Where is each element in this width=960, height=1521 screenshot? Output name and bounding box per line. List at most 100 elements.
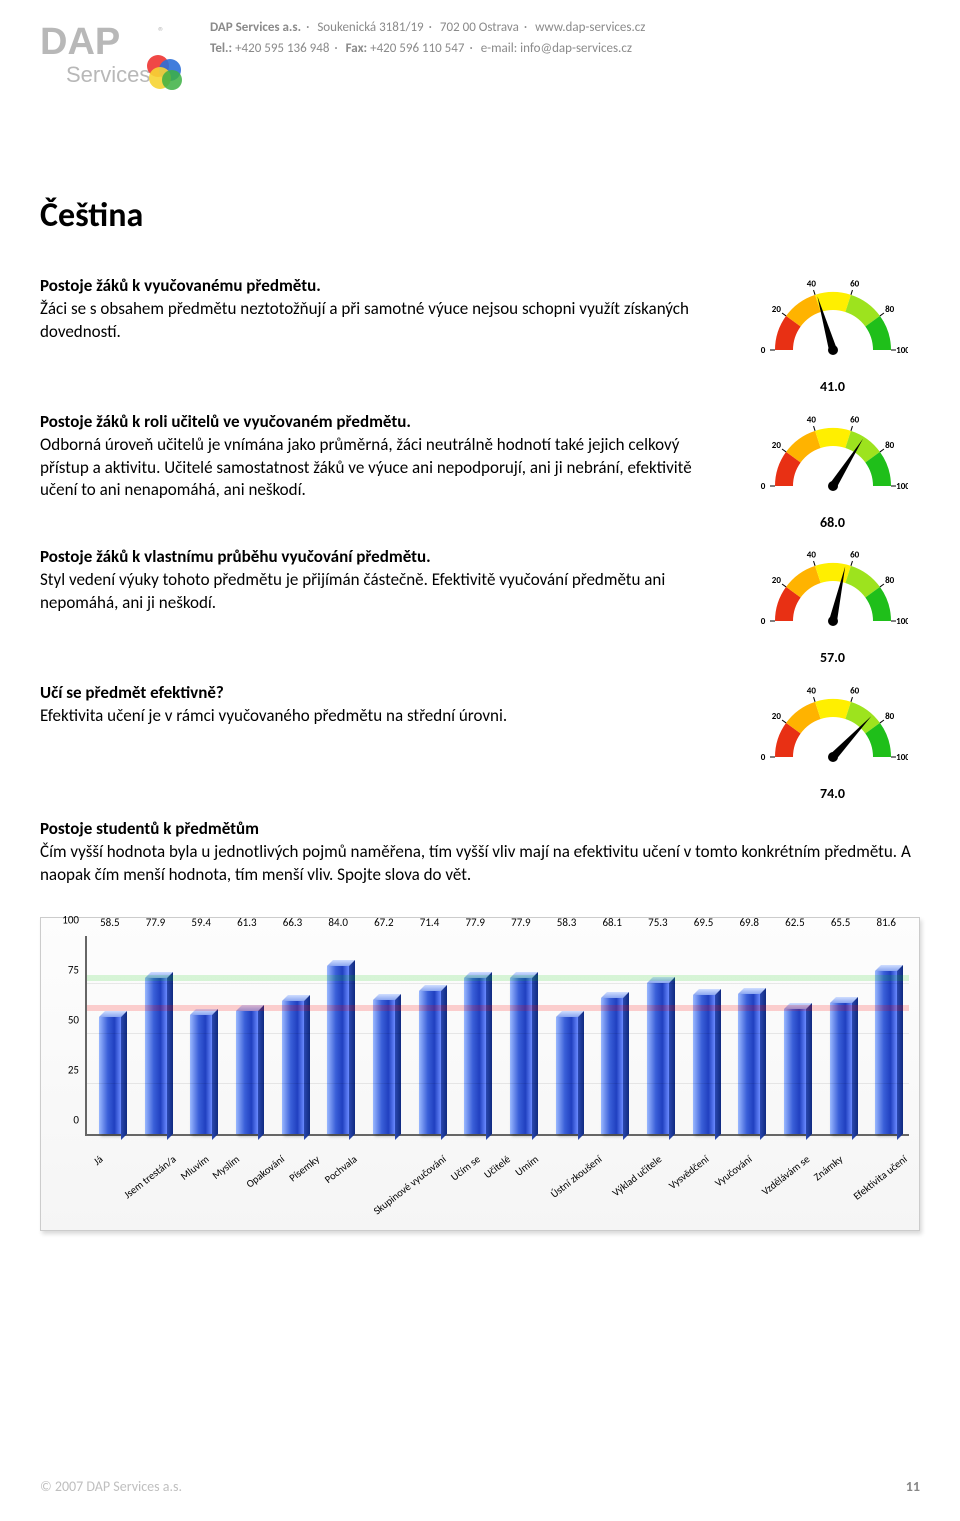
x-tick: Vyučování [710, 1136, 753, 1156]
header-contact: DAP Services a.s.· Soukenická 3181/19· 7… [210, 18, 920, 60]
section-body: Odborná úroveň učitelů je vnímána jako p… [40, 434, 692, 501]
bar-value-label: 69.5 [694, 916, 714, 931]
bar-cell: 58.5 [87, 936, 133, 1134]
svg-text:0: 0 [760, 752, 765, 763]
section-head: Postoje žáků k vlastnímu průběhu vyučová… [40, 546, 431, 567]
gauge-value: 68.0 [745, 514, 920, 533]
bar [145, 978, 167, 1134]
x-tick: Učím se [448, 1136, 482, 1156]
svg-text:100: 100 [896, 481, 908, 492]
gauge-column: 020406080100 57.0 [745, 546, 920, 668]
section-row: Učí se předmět efektivně? Efektivita uče… [40, 682, 920, 804]
svg-text:100: 100 [896, 616, 908, 627]
bar-value-label: 62.5 [785, 916, 805, 931]
bar-cell: 62.5 [772, 936, 818, 1134]
bar-cell: 77.9 [498, 936, 544, 1134]
svg-text:20: 20 [771, 711, 781, 722]
x-tick: Výklad učitele [604, 1136, 663, 1156]
x-tick: Vysvědčení [663, 1136, 710, 1156]
y-tick: 75 [68, 964, 79, 979]
fax-label: Fax: [346, 41, 367, 56]
bar-value-label: 58.5 [100, 916, 120, 931]
address: Soukenická 3181/19 [317, 20, 423, 35]
bar [510, 978, 532, 1134]
svg-text:100: 100 [896, 752, 908, 763]
bar [282, 1001, 304, 1134]
section-head: Postoje žáků k vyučovanému předmětu. [40, 275, 321, 296]
page-title: Čeština [40, 193, 920, 239]
bar [784, 1009, 806, 1134]
tel: +420 595 136 948 [235, 41, 329, 56]
x-axis: JáJsem trestán/aMluvímMyslímOpakováníPís… [85, 1136, 909, 1156]
bar-value-label: 66.3 [283, 916, 303, 931]
bar-cell: 71.4 [407, 936, 453, 1134]
bar-cell: 61.3 [224, 936, 270, 1134]
section-body: Žáci se s obsahem předmětu neztotožňují … [40, 298, 689, 342]
svg-text:20: 20 [771, 440, 781, 451]
svg-text:60: 60 [850, 278, 860, 289]
company-name: DAP Services a.s. [210, 20, 301, 35]
bar-value-label: 58.3 [557, 916, 577, 931]
svg-text:40: 40 [806, 550, 816, 561]
bar [738, 994, 760, 1134]
x-tick: Skupinové vyučování [359, 1136, 448, 1156]
bar-cell: 65.5 [818, 936, 864, 1134]
bar [236, 1011, 258, 1134]
bar-cell: 69.8 [726, 936, 772, 1134]
bar [99, 1017, 121, 1134]
svg-text:60: 60 [850, 550, 860, 561]
section-body: Styl vedení výuky tohoto předmětu je při… [40, 569, 665, 613]
svg-text:0: 0 [760, 616, 765, 627]
logo-sub: Services [66, 62, 150, 87]
bar-value-label: 68.1 [602, 916, 622, 931]
bar-value-label: 77.9 [511, 916, 531, 931]
gauge-value: 57.0 [745, 649, 920, 668]
bar-value-label: 84.0 [328, 916, 348, 931]
gauge-column: 0 20 40 60 80 100 74.0 [745, 682, 920, 804]
section-text: Postoje žáků k vyučovanému předmětu. Žác… [40, 275, 725, 397]
page-header: DAP ® Services DAP Services a.s.· Souken… [40, 0, 920, 103]
svg-text:60: 60 [850, 686, 860, 697]
bar [464, 978, 486, 1134]
svg-text:80: 80 [885, 711, 895, 722]
section-text: Učí se předmět efektivně? Efektivita uče… [40, 682, 725, 804]
gauge-value: 74.0 [745, 785, 920, 804]
logo: DAP ® Services [40, 18, 190, 103]
bar [419, 991, 441, 1134]
section-head: Učí se předmět efektivně? [40, 682, 224, 703]
bar-value-label: 71.4 [420, 916, 440, 931]
svg-text:0: 0 [760, 481, 765, 492]
bar-value-label: 67.2 [374, 916, 394, 931]
web: www.dap-services.cz [535, 20, 645, 35]
bar-cell: 67.2 [361, 936, 407, 1134]
tel-label: Tel.: [210, 41, 232, 56]
bar-cell: 84.0 [315, 936, 361, 1134]
bar [601, 998, 623, 1134]
y-tick: 100 [62, 914, 79, 929]
copyright: © 2007 DAP Services a.s. [40, 1478, 182, 1497]
bar-cell: 68.1 [589, 936, 635, 1134]
summary-paragraph: Postoje studentů k předmětům Čím vyšší h… [40, 818, 920, 887]
x-tick: Jsem trestán/a [115, 1136, 178, 1156]
x-tick: Umím [512, 1136, 542, 1156]
section-body: Efektivita učení je v rámci vyučovaného … [40, 705, 507, 726]
fax: +420 596 110 547 [370, 41, 464, 56]
svg-text:®: ® [158, 25, 165, 40]
y-tick: 50 [68, 1014, 79, 1029]
city: 702 00 Ostrava [440, 20, 519, 35]
x-tick: Efektivita učení [844, 1136, 909, 1156]
bar-cell: 66.3 [270, 936, 316, 1134]
svg-text:40: 40 [806, 686, 816, 697]
x-tick: Známky [811, 1136, 844, 1156]
bar-value-label: 81.6 [876, 916, 896, 931]
bar [830, 1003, 852, 1134]
x-tick: Myslím [210, 1136, 241, 1156]
bar [556, 1017, 578, 1134]
svg-text:60: 60 [850, 414, 860, 425]
section-row: Postoje žáků k roli učitelů ve vyučované… [40, 411, 920, 533]
page-footer: © 2007 DAP Services a.s. 11 [40, 1478, 920, 1497]
y-tick: 0 [73, 1114, 79, 1129]
bar [373, 1000, 395, 1134]
y-axis: 0255075100 [51, 936, 85, 1136]
bar-value-label: 59.4 [191, 916, 211, 931]
